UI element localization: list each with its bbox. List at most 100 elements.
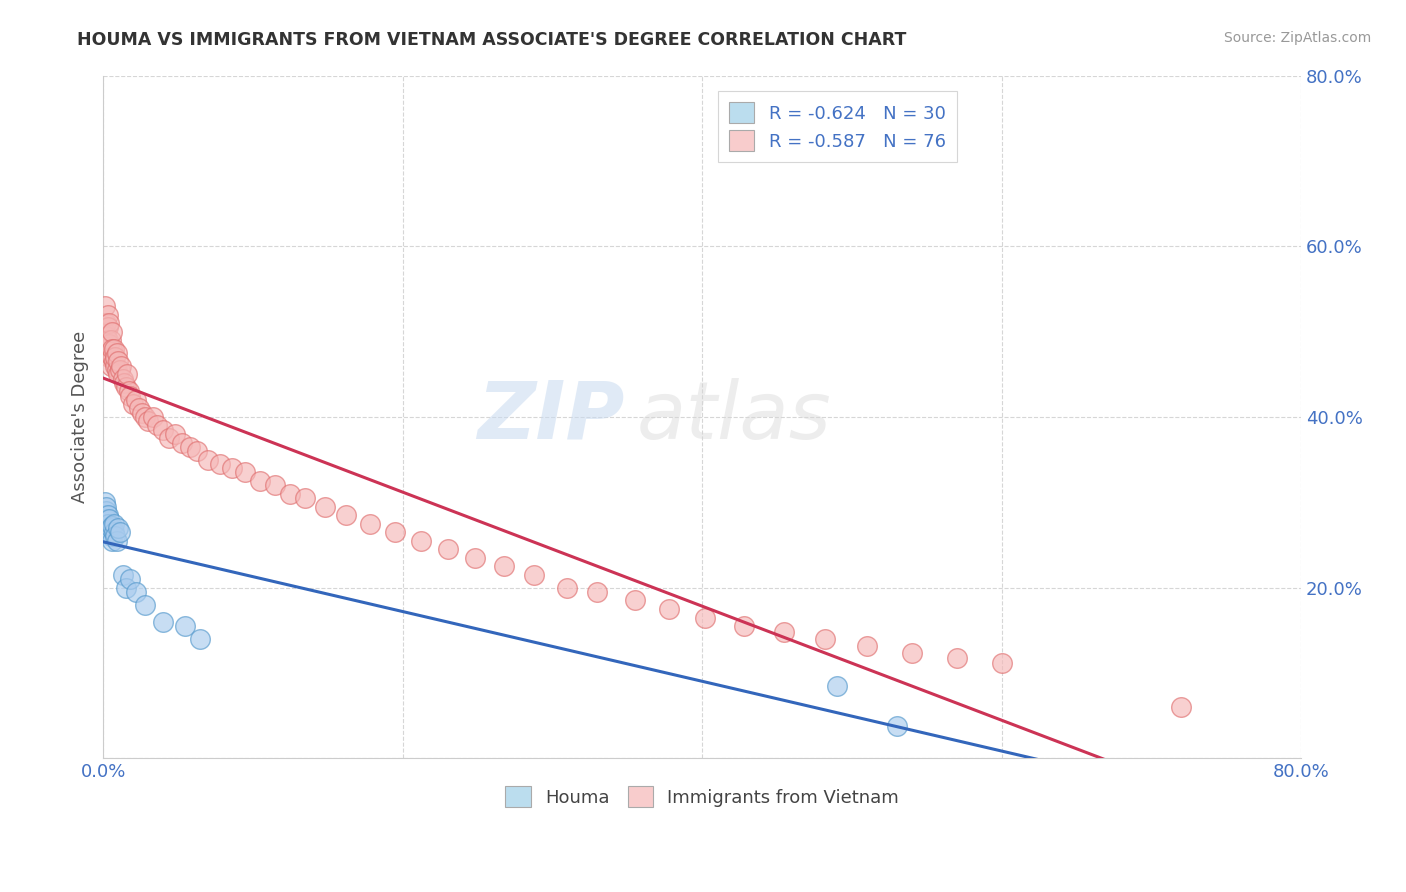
Point [141, 409, 163, 424]
Point [117, 384, 139, 399]
Point [93, 495, 115, 509]
Point [172, 435, 194, 450]
Point [134, 598, 156, 612]
Point [384, 525, 406, 540]
Point [112, 376, 135, 390]
Point [186, 444, 208, 458]
Point [104, 359, 127, 373]
Point [1170, 700, 1192, 714]
Point [100, 521, 122, 535]
Point [97, 320, 120, 334]
Point [105, 346, 128, 360]
Point [557, 581, 579, 595]
Point [174, 619, 197, 633]
Point [115, 368, 138, 382]
Point [101, 519, 124, 533]
Point [94, 504, 117, 518]
Point [114, 380, 136, 394]
Point [146, 418, 169, 433]
Point [107, 354, 129, 368]
Point [335, 508, 357, 522]
Point [136, 414, 159, 428]
Point [100, 359, 122, 373]
Point [107, 368, 129, 382]
Point [93, 508, 115, 522]
Point [586, 585, 609, 599]
Text: HOUMA VS IMMIGRANTS FROM VIETNAM ASSOCIATE'S DEGREE CORRELATION CHART: HOUMA VS IMMIGRANTS FROM VIETNAM ASSOCIA… [77, 31, 907, 49]
Point [103, 516, 125, 531]
Point [294, 491, 316, 505]
Point [990, 656, 1012, 670]
Point [98, 337, 121, 351]
Point [131, 406, 153, 420]
Point [120, 572, 142, 586]
Point [101, 325, 124, 339]
Point [523, 567, 546, 582]
Point [157, 431, 180, 445]
Point [98, 525, 121, 540]
Point [101, 533, 124, 548]
Point [100, 529, 122, 543]
Point [94, 512, 117, 526]
Point [103, 525, 125, 540]
Point [409, 533, 432, 548]
Point [94, 316, 117, 330]
Point [103, 354, 125, 368]
Point [695, 610, 717, 624]
Point [94, 342, 117, 356]
Point [856, 639, 879, 653]
Point [125, 392, 148, 407]
Point [623, 593, 645, 607]
Point [264, 478, 287, 492]
Point [108, 363, 131, 377]
Point [494, 559, 516, 574]
Point [114, 581, 136, 595]
Point [105, 363, 128, 377]
Text: atlas: atlas [637, 378, 831, 456]
Point [152, 423, 174, 437]
Point [107, 521, 129, 535]
Point [120, 388, 142, 402]
Point [105, 533, 128, 548]
Point [97, 508, 120, 522]
Point [94, 500, 117, 514]
Point [94, 329, 117, 343]
Point [314, 500, 336, 514]
Point [111, 371, 134, 385]
Point [152, 615, 174, 629]
Point [733, 619, 755, 633]
Point [97, 333, 120, 347]
Text: ZIP: ZIP [477, 378, 624, 456]
Point [278, 487, 301, 501]
Point [111, 567, 134, 582]
Point [110, 359, 132, 373]
Y-axis label: Associate's Degree: Associate's Degree [72, 331, 89, 503]
Point [235, 466, 257, 480]
Point [125, 585, 148, 599]
Legend: Houma, Immigrants from Vietnam: Houma, Immigrants from Vietnam [498, 779, 907, 814]
Point [179, 440, 201, 454]
Point [814, 632, 837, 646]
Point [97, 308, 120, 322]
Point [658, 602, 681, 616]
Point [101, 342, 124, 356]
Point [197, 452, 219, 467]
Point [825, 679, 848, 693]
Point [945, 650, 967, 665]
Point [97, 516, 120, 531]
Point [122, 397, 145, 411]
Point [93, 325, 115, 339]
Point [103, 342, 125, 356]
Point [190, 632, 212, 646]
Point [97, 521, 120, 535]
Point [221, 461, 243, 475]
Text: Source: ZipAtlas.com: Source: ZipAtlas.com [1223, 31, 1371, 45]
Point [900, 646, 922, 660]
Point [886, 719, 908, 733]
Point [134, 409, 156, 424]
Point [208, 457, 231, 471]
Point [163, 427, 186, 442]
Point [463, 550, 485, 565]
Point [93, 299, 115, 313]
Point [128, 401, 150, 416]
